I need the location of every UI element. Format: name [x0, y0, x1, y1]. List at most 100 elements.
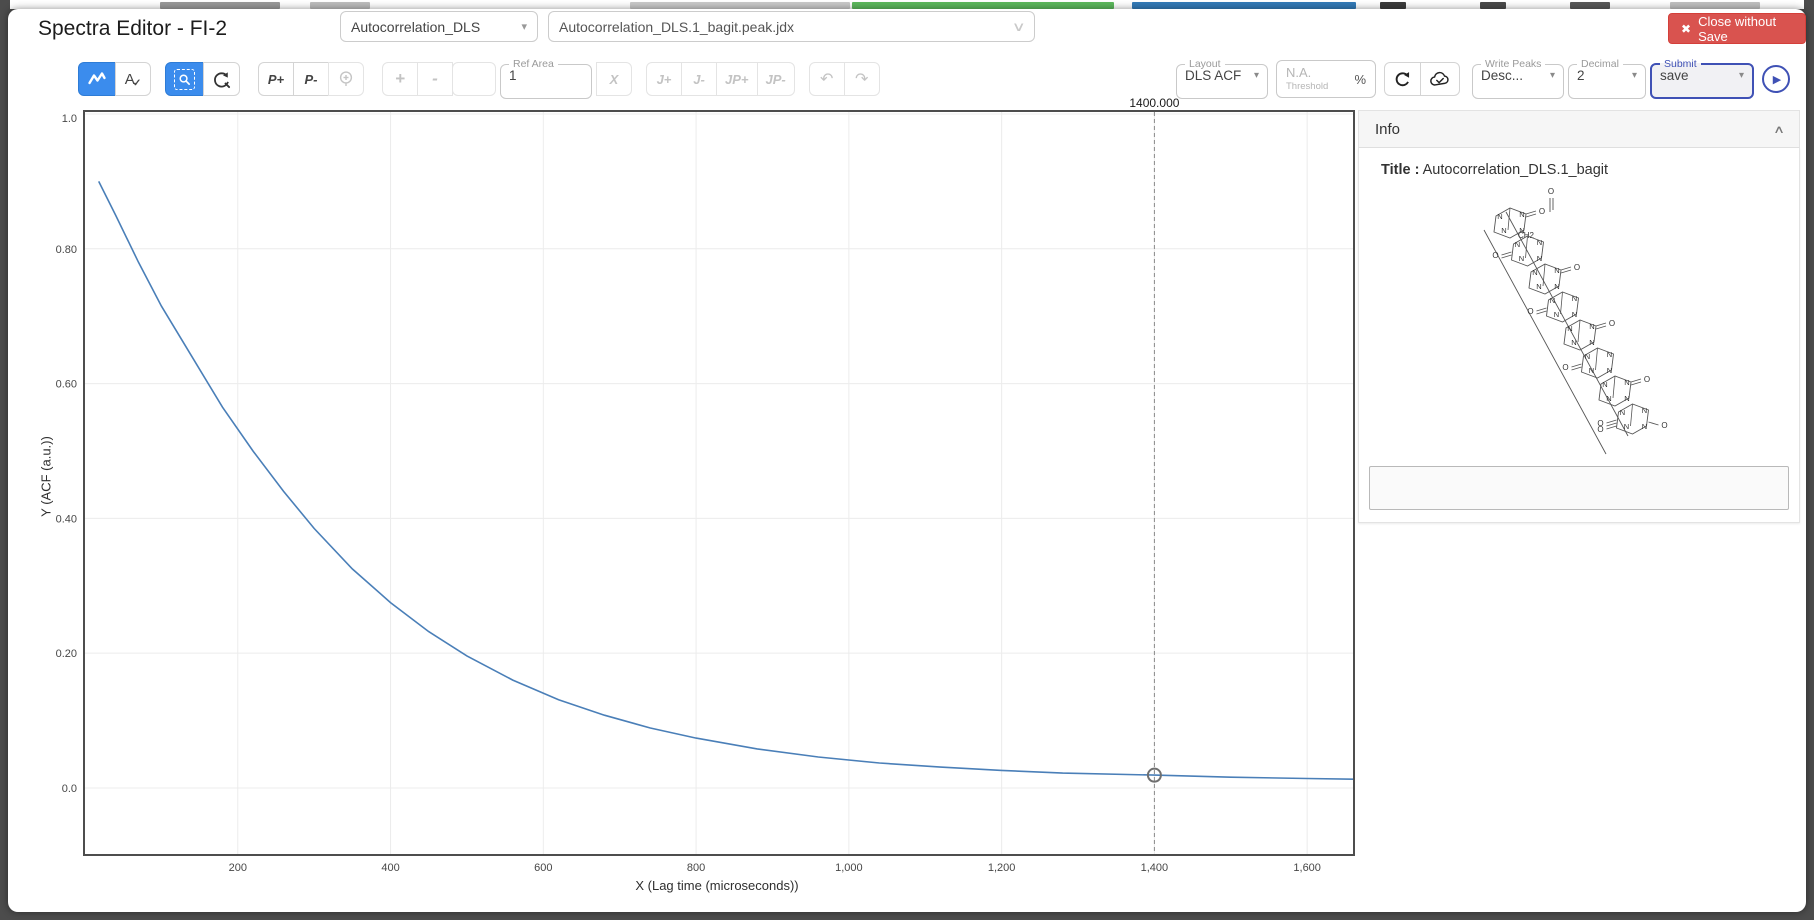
svg-text:1400.000: 1400.000 [1129, 96, 1179, 110]
info-panel-body: Title : Autocorrelation_DLS.1_bagit O CH2… [1358, 148, 1800, 523]
line-chart-mode-button[interactable] [78, 62, 116, 96]
svg-text:O: O [1574, 263, 1580, 272]
info-panel-header[interactable]: Info ∧ [1358, 110, 1800, 148]
redo-button[interactable]: ↷ [843, 62, 880, 96]
svg-text:O: O [1597, 419, 1603, 428]
background-blue-buttons [1132, 2, 1356, 9]
submit-select[interactable]: save ▾ [1660, 68, 1744, 83]
svg-text:O: O [1609, 319, 1615, 328]
background-text-fragment [310, 2, 370, 9]
chevron-down-icon: ∨ [1012, 18, 1027, 34]
refresh-icon [1395, 71, 1410, 86]
svg-text:N: N [1585, 352, 1590, 361]
svg-text:N: N [1606, 394, 1611, 403]
undo-icon: ↶ [820, 71, 834, 88]
svg-text:0.80: 0.80 [56, 244, 77, 256]
peak-picking-icon: A [124, 70, 135, 88]
caret-down-icon: ▾ [521, 21, 527, 33]
svg-text:N: N [1554, 266, 1559, 275]
x-axis-label: X (Lag time (microseconds)) [635, 878, 799, 893]
zoom-reset-icon [214, 71, 231, 88]
svg-text:0.60: 0.60 [56, 379, 77, 391]
peak-picking-button[interactable]: A ✓ [115, 62, 151, 96]
svg-text:N: N [1567, 324, 1572, 333]
j-remove-button[interactable]: J- [681, 62, 717, 96]
caret-down-icon: ▾ [1631, 70, 1637, 81]
peak-add-button[interactable]: P+ [258, 62, 294, 96]
ref-area-input[interactable]: 1 [509, 68, 517, 83]
spectra-editor-dialog: Spectra Editor - FI-2 Autocorrelation_DL… [8, 9, 1806, 912]
background-icon-fragment [1380, 2, 1406, 9]
svg-text:O: O [1661, 421, 1667, 430]
svg-text:N: N [1536, 282, 1541, 291]
svg-text:200: 200 [229, 862, 247, 874]
svg-text:N: N [1602, 380, 1607, 389]
svg-text:N: N [1519, 226, 1524, 235]
svg-text:N: N [1572, 294, 1577, 303]
svg-text:1,400: 1,400 [1141, 862, 1169, 874]
integral-remove-button[interactable]: - [417, 62, 453, 96]
svg-text:0.20: 0.20 [56, 648, 77, 660]
svg-text:O: O [1548, 187, 1554, 196]
background-text-fragment [160, 2, 280, 9]
cloud-upload-button[interactable] [1420, 62, 1460, 96]
integral-value-input[interactable] [452, 62, 496, 96]
integral-add-button[interactable]: + [382, 62, 418, 96]
clear-x-button[interactable]: X [596, 62, 632, 96]
spectrum-title: Title : Autocorrelation_DLS.1_bagit [1381, 162, 1609, 178]
refresh-button[interactable] [1384, 62, 1421, 96]
svg-text:N: N [1550, 296, 1555, 305]
y-axis-label: Y (ACF (a.u.)) [38, 436, 54, 517]
svg-text:O: O [1597, 425, 1603, 434]
file-select[interactable]: Autocorrelation_DLS.1_bagit.peak.jdx ∨ [548, 11, 1035, 42]
jp-remove-button[interactable]: JP- [756, 62, 795, 96]
info-notes-input[interactable] [1369, 466, 1789, 510]
zoom-reset-button[interactable] [203, 62, 240, 96]
svg-text:O: O [1527, 307, 1533, 316]
caret-down-icon: ▾ [1738, 70, 1744, 81]
chart-plot-area: 1400.000 200 400 600 800 1,000 1,200 1,400 1,600… [56, 96, 1354, 874]
close-without-save-button[interactable]: ✖ Close without Save [1668, 13, 1806, 44]
svg-text:400: 400 [381, 862, 399, 874]
decimal-select[interactable]: 2 ▾ [1577, 68, 1637, 83]
submit-fieldset: Submit save ▾ [1650, 59, 1754, 99]
background-text-fragment [630, 2, 850, 9]
spectrum-chart[interactable]: 1400.000 200 400 600 800 1,000 1,200 1,400 1,600… [56, 96, 1355, 874]
svg-text:0.0: 0.0 [62, 783, 77, 795]
svg-text:N: N [1642, 406, 1647, 415]
peak-remove-button[interactable]: P- [293, 62, 329, 96]
svg-text:N: N [1572, 310, 1577, 319]
layout-fieldset: Layout DLS ACF ▾ [1176, 59, 1268, 99]
svg-text:1,000: 1,000 [835, 862, 863, 874]
svg-text:N: N [1497, 212, 1502, 221]
threshold-input[interactable]: N.A. Threshold % [1276, 60, 1376, 98]
svg-text:800: 800 [687, 862, 705, 874]
svg-text:N: N [1532, 268, 1537, 277]
pin-plus-icon [339, 71, 353, 86]
svg-text:O: O [1562, 363, 1568, 372]
zoom-select-button[interactable] [165, 62, 204, 96]
svg-text:N: N [1589, 338, 1594, 347]
write-peaks-select[interactable]: Desc... ▾ [1481, 68, 1555, 83]
page-title: Spectra Editor - FI-2 [38, 17, 228, 40]
undo-button[interactable]: ↶ [808, 62, 845, 96]
info-panel: Info ∧ Title : Autocorrelation_DLS.1_bag… [1358, 110, 1800, 523]
background-icon-fragment [1570, 2, 1610, 9]
pin-plus-button[interactable] [328, 62, 364, 96]
j-add-button[interactable]: J+ [646, 62, 682, 96]
svg-text:1,600: 1,600 [1293, 862, 1321, 874]
svg-text:N: N [1554, 310, 1559, 319]
svg-text:N: N [1607, 366, 1612, 375]
svg-text:CH2: CH2 [1518, 231, 1535, 240]
svg-text:N: N [1537, 238, 1542, 247]
background-text-fragment [1670, 2, 1760, 9]
play-icon: ▶ [1772, 73, 1782, 86]
jp-add-button[interactable]: JP+ [716, 62, 758, 96]
run-submit-button[interactable]: ▶ [1762, 65, 1790, 93]
svg-text:N: N [1589, 322, 1594, 331]
layout-select[interactable]: DLS ACF ▾ [1185, 68, 1259, 83]
svg-text:1.0: 1.0 [62, 113, 77, 125]
spectrum-select[interactable]: Autocorrelation_DLS ▾ [340, 11, 538, 42]
cloud-check-icon [1430, 71, 1449, 86]
